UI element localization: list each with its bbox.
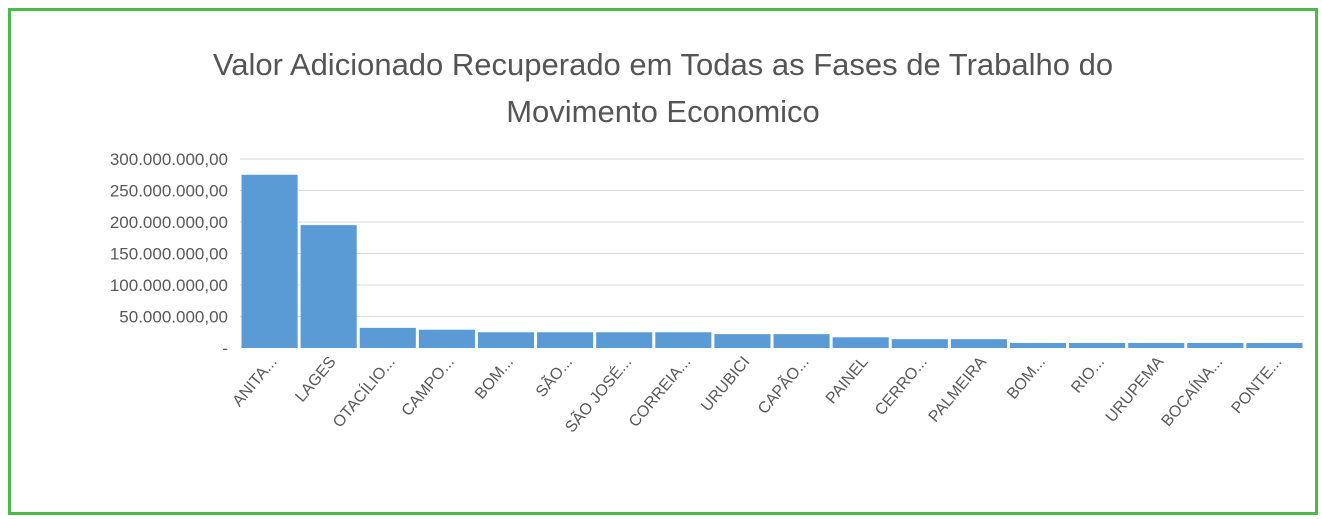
- chart-title-line-2: Movimento Economico: [506, 94, 820, 129]
- y-tick-label: 250.000.000,00: [110, 182, 228, 201]
- gridlines: [240, 158, 1304, 317]
- bar: [359, 327, 416, 348]
- bar: [832, 337, 889, 348]
- bar: [1069, 342, 1126, 348]
- x-tick-label: LAGES: [292, 354, 339, 406]
- bar: [773, 334, 830, 348]
- x-tick-label: URUPEMA: [1103, 353, 1168, 425]
- bar: [714, 334, 771, 348]
- bar: [1246, 342, 1303, 348]
- x-tick-label: CERRO...: [872, 354, 931, 419]
- bar: [950, 339, 1007, 348]
- bar: [418, 329, 475, 348]
- bars: [241, 174, 1303, 348]
- y-tick-label: 200.000.000,00: [110, 213, 228, 232]
- y-tick-label: -: [222, 339, 228, 358]
- bar-chart: - 50.000.000,00 100.000.000,00 150.000.000,…: [110, 150, 1304, 436]
- bar: [891, 339, 948, 348]
- x-tick-label: ANITA...: [230, 354, 281, 410]
- x-tick-label: PAINEL: [823, 354, 872, 408]
- chart-title-line-1: Valor Adicionado Recuperado em Todas as …: [212, 47, 1114, 82]
- bar: [655, 332, 712, 348]
- x-tick-label: RIO...: [1068, 354, 1108, 397]
- bar: [537, 332, 594, 348]
- x-tick-label: CAPÃO...: [753, 352, 813, 418]
- bar: [1128, 342, 1185, 348]
- y-axis-tick-labels: - 50.000.000,00 100.000.000,00 150.000.000,…: [110, 150, 228, 358]
- bar: [1009, 342, 1067, 348]
- x-tick-label: SÃO...: [531, 352, 577, 401]
- y-tick-label: 300.000.000,00: [110, 150, 228, 169]
- bar: [300, 225, 357, 348]
- chart-frame: Valor Adicionado Recuperado em Todas as …: [8, 8, 1318, 515]
- x-tick-label: PALMEIRA: [926, 353, 990, 425]
- x-tick-label: CORREIA...: [626, 354, 694, 431]
- bar: [1187, 342, 1244, 348]
- x-tick-label: URUBICI: [698, 354, 753, 415]
- x-tick-label: BOCAÍNA...: [1157, 352, 1226, 430]
- x-tick-label: BOM...: [472, 354, 517, 403]
- x-tick-label: CAMPO...: [399, 354, 458, 420]
- x-tick-label: PONTE...: [1228, 354, 1285, 417]
- y-tick-label: 100.000.000,00: [110, 276, 228, 295]
- y-tick-label: 50.000.000,00: [119, 308, 228, 327]
- bar: [477, 332, 535, 348]
- y-tick-label: 150.000.000,00: [110, 245, 228, 264]
- x-tick-label: BOM...: [1004, 354, 1049, 403]
- bar: [241, 174, 298, 348]
- bar: [596, 332, 653, 348]
